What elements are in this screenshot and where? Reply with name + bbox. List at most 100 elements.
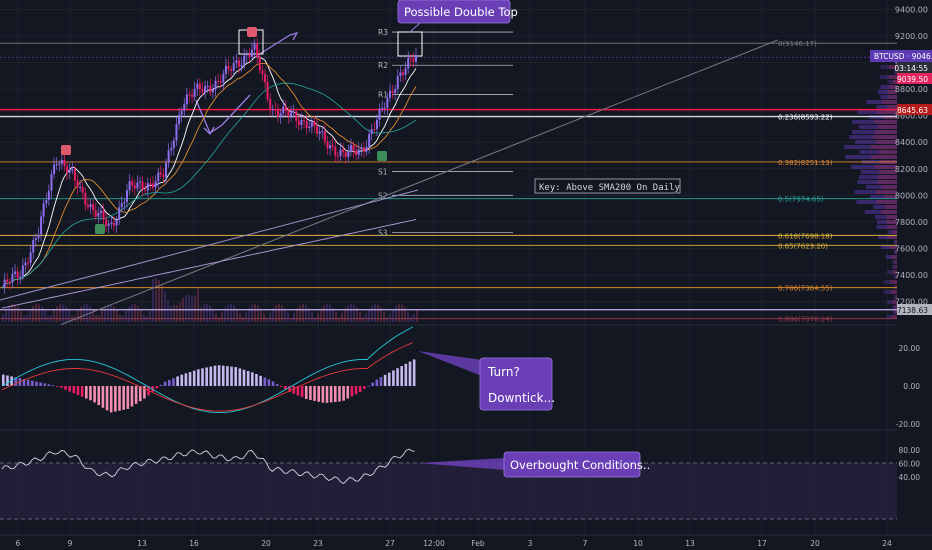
volume-bar — [305, 304, 307, 322]
macd-line — [1, 326, 414, 414]
candle-body — [107, 223, 110, 227]
volume-profile-bar — [892, 230, 897, 234]
candle-body — [274, 109, 277, 111]
candle-body — [144, 189, 147, 191]
candle-body — [352, 145, 355, 151]
candle-body — [321, 131, 324, 133]
candle-body — [21, 265, 24, 277]
candle-body — [316, 126, 319, 134]
volume-bar — [257, 305, 259, 322]
volume-bar — [92, 310, 94, 322]
candle-body — [360, 147, 363, 150]
volume-profile-bar — [860, 170, 897, 174]
price-tick: 7800.00 — [895, 218, 928, 227]
price-pane[interactable]: 0(9146.17) 0.236(8593.22) 0.382(8251.13) 0.… — [0, 0, 897, 535]
signal-markers — [61, 27, 387, 234]
volume-bar — [410, 316, 412, 322]
volume-bar — [341, 313, 343, 322]
macd-bar — [329, 386, 333, 403]
macd-bar — [6, 375, 9, 386]
volume-profile-bar — [877, 180, 897, 184]
candle-body — [355, 150, 358, 155]
turn-callout[interactable]: Turn? Downtick... — [418, 351, 555, 411]
volume-profile-bar — [877, 175, 897, 179]
volume-profile-bar — [864, 210, 897, 214]
volume-profile-bar — [870, 195, 897, 199]
volume-profile-bar — [892, 80, 897, 84]
macd-bar — [346, 386, 350, 399]
candle-body — [407, 58, 410, 69]
macd-bar — [101, 386, 105, 408]
price-tag-bg — [897, 73, 932, 84]
volume-profile-bar — [894, 70, 897, 74]
candle-body — [84, 192, 87, 205]
candle-body — [305, 121, 308, 129]
candle-body — [263, 74, 266, 83]
macd-bar — [2, 374, 5, 386]
candle-body — [154, 181, 157, 188]
volume-profile-bar — [894, 285, 897, 289]
macd-bar — [383, 374, 387, 386]
macd-bar — [31, 380, 34, 386]
volume-bar — [113, 306, 115, 322]
candle-body — [3, 279, 6, 289]
candle-body — [139, 181, 141, 183]
level-tag-bg — [897, 304, 932, 315]
volume-bar — [380, 307, 382, 322]
fib-retracement[interactable]: 0(9146.17) 0.236(8593.22) 0.382(8251.13) 0.… — [0, 40, 897, 324]
candle-body — [102, 210, 105, 220]
macd-bar — [126, 386, 130, 409]
macd-bar — [122, 386, 125, 410]
candle-body — [282, 106, 285, 114]
volume-profile-bar — [895, 295, 897, 299]
key-box[interactable]: Key: Above SMA200 On Daily — [534, 178, 680, 194]
candle-body — [323, 131, 326, 142]
macd-pane[interactable]: Turn? Downtick... — [1, 326, 555, 414]
rsi-pane[interactable]: Overbought Conditions.. — [0, 448, 897, 520]
candle-body — [66, 166, 69, 173]
pivot-points[interactable]: R3 R2 R1 S1 S2 S3 — [378, 28, 513, 237]
volume-profile-bar — [892, 305, 897, 309]
volume-bar — [209, 305, 211, 322]
macd-bar — [213, 365, 217, 386]
price-axis[interactable]: 9400.009200.009000.008800.008600.008400.… — [870, 6, 932, 316]
volume-bar — [245, 312, 247, 322]
macd-bar — [292, 386, 296, 394]
volume-bar — [353, 304, 355, 322]
volume-bar — [149, 311, 151, 322]
volume-profile-bar — [887, 300, 897, 304]
overbought-callout[interactable]: Overbought Conditions.. — [418, 451, 650, 478]
candle-body — [165, 162, 168, 177]
volume-bar — [314, 317, 316, 322]
candle-body — [97, 212, 100, 217]
macd-bar — [35, 381, 38, 386]
volume-profile-bar — [878, 170, 897, 174]
volume-bar — [59, 304, 61, 322]
volume-profile-bar — [844, 145, 897, 149]
trend-lines[interactable] — [0, 29, 897, 326]
volume-bar — [53, 310, 55, 322]
volume-bar — [311, 312, 313, 322]
volume-bar — [302, 304, 304, 322]
volume-profile-bar — [874, 165, 897, 169]
candle-body — [349, 145, 352, 152]
candle-body — [196, 83, 199, 90]
candle-body — [170, 148, 173, 151]
candle-body — [219, 81, 222, 83]
double-top-callout[interactable]: Possible Double Top — [397, 0, 518, 33]
candle-body — [123, 201, 126, 204]
macd-bar — [68, 386, 71, 392]
candle-body — [125, 190, 128, 202]
candle-body — [381, 107, 384, 109]
volume-profile-bar — [852, 120, 897, 124]
volume-bar — [218, 317, 220, 322]
candle-body — [188, 94, 191, 96]
macd-bar — [192, 370, 196, 386]
volume-bar — [131, 304, 133, 322]
volume-bar — [2, 314, 4, 322]
macd-bar — [400, 366, 403, 386]
macd-bar — [76, 386, 80, 395]
candle-body — [292, 111, 295, 113]
time-axis[interactable]: 6 9 13 16 20 23 27 12:00 Feb 3 7 10 13 17 20 24 — [0, 534, 932, 548]
